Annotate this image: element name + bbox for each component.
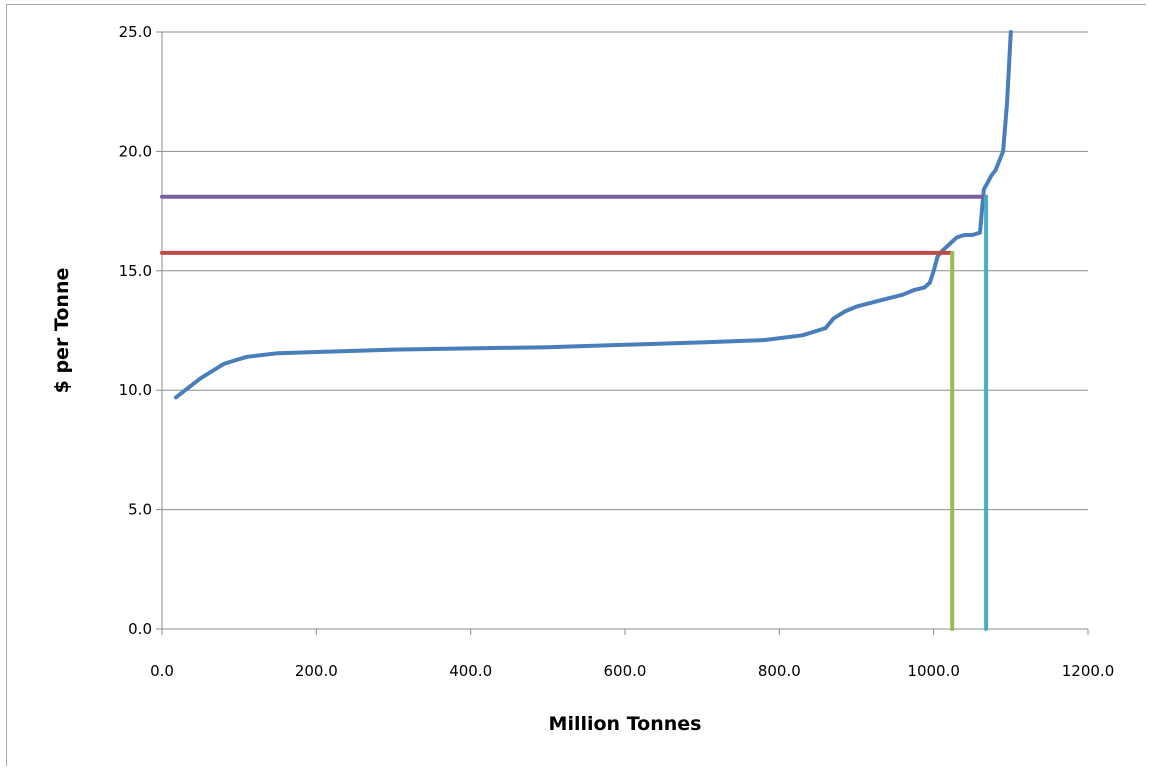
- y-tick-label-2: 10.0: [119, 381, 152, 399]
- x-tick-label-1: 200.0: [295, 662, 338, 680]
- series-group: [160, 30, 1013, 631]
- y-tick-label-4: 20.0: [119, 142, 152, 160]
- chart-frame: [6, 4, 1146, 766]
- gridlines: [162, 31, 1088, 511]
- x-tick-label-5: 1000.0: [907, 662, 960, 680]
- tick-labels: 0.0 5.0 10.0 15.0 20.0 25.0 0.0 200.0 400.0 600.0…: [119, 23, 1115, 680]
- series-supply-curve: [173, 30, 1013, 400]
- x-axis-title: Million Tonnes: [549, 713, 702, 735]
- y-tick-label-5: 25.0: [119, 23, 152, 41]
- y-tick-label-3: 15.0: [119, 262, 152, 280]
- x-tick-label-6: 1200.0: [1062, 662, 1115, 680]
- y-tick-label-0: 0.0: [128, 620, 152, 638]
- x-tick-label-2: 400.0: [449, 662, 492, 680]
- axes: [156, 31, 1089, 635]
- x-tick-label-3: 600.0: [604, 662, 647, 680]
- x-tick-label-0: 0.0: [150, 662, 174, 680]
- y-axis-title: $ per Tonne: [51, 268, 73, 394]
- y-tick-label-1: 5.0: [128, 501, 152, 519]
- x-tick-label-4: 800.0: [758, 662, 801, 680]
